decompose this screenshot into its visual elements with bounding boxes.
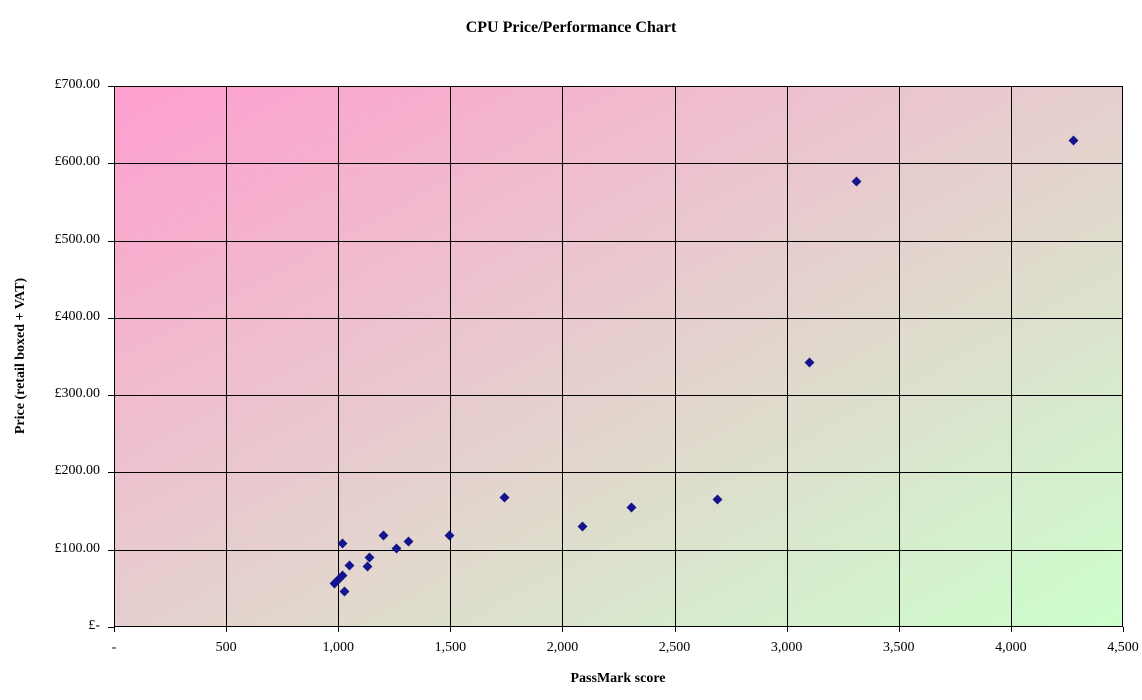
x-tick-label: 1,000	[322, 640, 354, 655]
x-tick-label: 500	[215, 640, 237, 655]
x-axis-tick	[338, 627, 340, 632]
y-tick-label: £700.00	[54, 77, 101, 92]
y-tick-label: £200.00	[54, 463, 101, 479]
x-tick-label: 3,000	[770, 640, 803, 655]
y-axis-tick	[108, 240, 114, 242]
x-axis-tick	[114, 627, 115, 632]
x-axis-tick	[898, 627, 900, 632]
y-tick-label: £500.00	[54, 231, 101, 247]
y-axis-tick	[108, 317, 114, 319]
y-tick-label: £600.00	[54, 154, 101, 170]
x-gridline	[562, 86, 564, 627]
x-tick-label: 1,500	[434, 640, 467, 655]
y-axis-tick	[108, 86, 114, 87]
x-tick-label: -	[111, 640, 117, 655]
y-gridline	[114, 472, 1123, 474]
y-axis-tick	[108, 163, 114, 165]
x-gridline	[450, 86, 452, 627]
x-axis-tick	[674, 627, 676, 632]
x-axis-tick	[1010, 627, 1012, 632]
chart-title: CPU Price/Performance Chart	[465, 19, 677, 36]
x-axis-title: PassMark score	[570, 671, 666, 686]
x-gridline	[226, 86, 228, 627]
x-axis-tick	[562, 627, 564, 632]
x-gridline	[786, 86, 788, 627]
y-axis-tick	[108, 549, 114, 551]
x-axis-tick	[450, 627, 452, 632]
y-gridline	[114, 549, 1123, 551]
x-tick-label: 2,000	[546, 640, 579, 655]
y-tick-label: £100.00	[54, 540, 101, 556]
y-gridline	[114, 317, 1123, 319]
y-axis-title: Price (retail boxed + VAT)	[13, 277, 28, 435]
y-axis-tick	[108, 472, 114, 474]
x-tick-label: 2,500	[658, 640, 691, 655]
y-tick-label: £-	[88, 618, 100, 633]
x-tick-label: 4,500	[1107, 640, 1139, 655]
x-gridline	[898, 86, 900, 627]
x-gridline	[338, 86, 340, 627]
x-tick-label: 3,500	[883, 640, 915, 655]
y-tick-label: £400.00	[54, 308, 101, 324]
y-axis-tick	[108, 627, 114, 628]
x-gridline	[1010, 86, 1012, 627]
y-gridline	[114, 240, 1123, 242]
x-gridline	[674, 86, 676, 627]
x-axis-tick	[1123, 627, 1124, 632]
x-axis-tick	[786, 627, 788, 632]
y-gridline	[114, 395, 1123, 397]
x-tick-label: 4,000	[995, 640, 1027, 655]
y-tick-label: £300.00	[54, 386, 101, 402]
y-gridline	[114, 163, 1123, 165]
plot-area	[114, 86, 1123, 627]
x-axis-tick	[226, 627, 228, 632]
y-axis-tick	[108, 395, 114, 397]
